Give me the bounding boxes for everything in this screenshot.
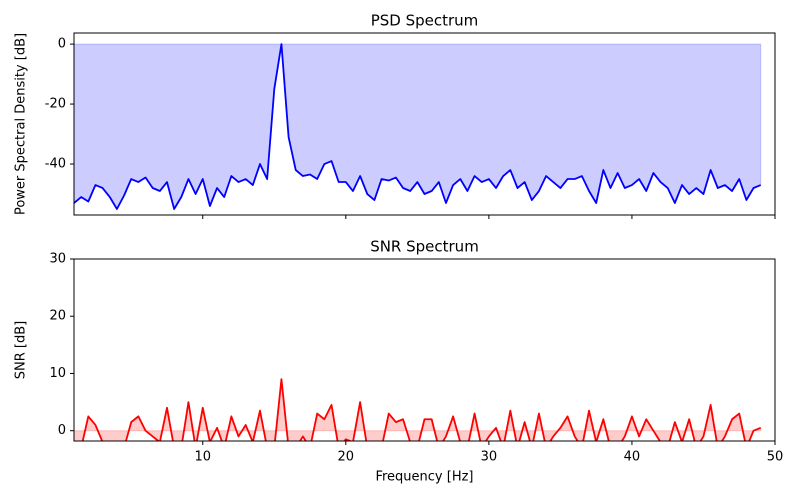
y-tick-label: 30	[49, 252, 66, 267]
plot-title: SNR Spectrum	[370, 238, 479, 256]
y-tick-label: 10	[49, 366, 66, 381]
y-tick-label: 0	[58, 37, 66, 52]
line	[81, 378, 762, 441]
axes-frame	[73, 258, 776, 442]
line	[74, 43, 762, 210]
plot-title: PSD Spectrum	[371, 12, 479, 30]
plot-area	[74, 378, 762, 441]
y-tick-label: -20	[45, 97, 66, 112]
x-tick-label: 40	[624, 450, 641, 465]
y-tick-label: -40	[45, 157, 66, 172]
x-axis-label: Frequency [Hz]	[375, 470, 473, 485]
axes-frame	[73, 32, 776, 216]
y-axis-label: Power Spectral Density [dB]	[14, 33, 29, 215]
y-axis-label: SNR [dB]	[14, 321, 29, 379]
y-tick-label: 0	[58, 423, 66, 438]
x-tick-label: 50	[767, 450, 784, 465]
plot-area	[74, 43, 762, 211]
x-tick-label: 20	[338, 450, 355, 465]
fill-area	[74, 43, 762, 211]
x-tick-label: 10	[194, 450, 211, 465]
x-tick-label: 30	[481, 450, 498, 465]
y-tick-label: 20	[49, 309, 66, 324]
